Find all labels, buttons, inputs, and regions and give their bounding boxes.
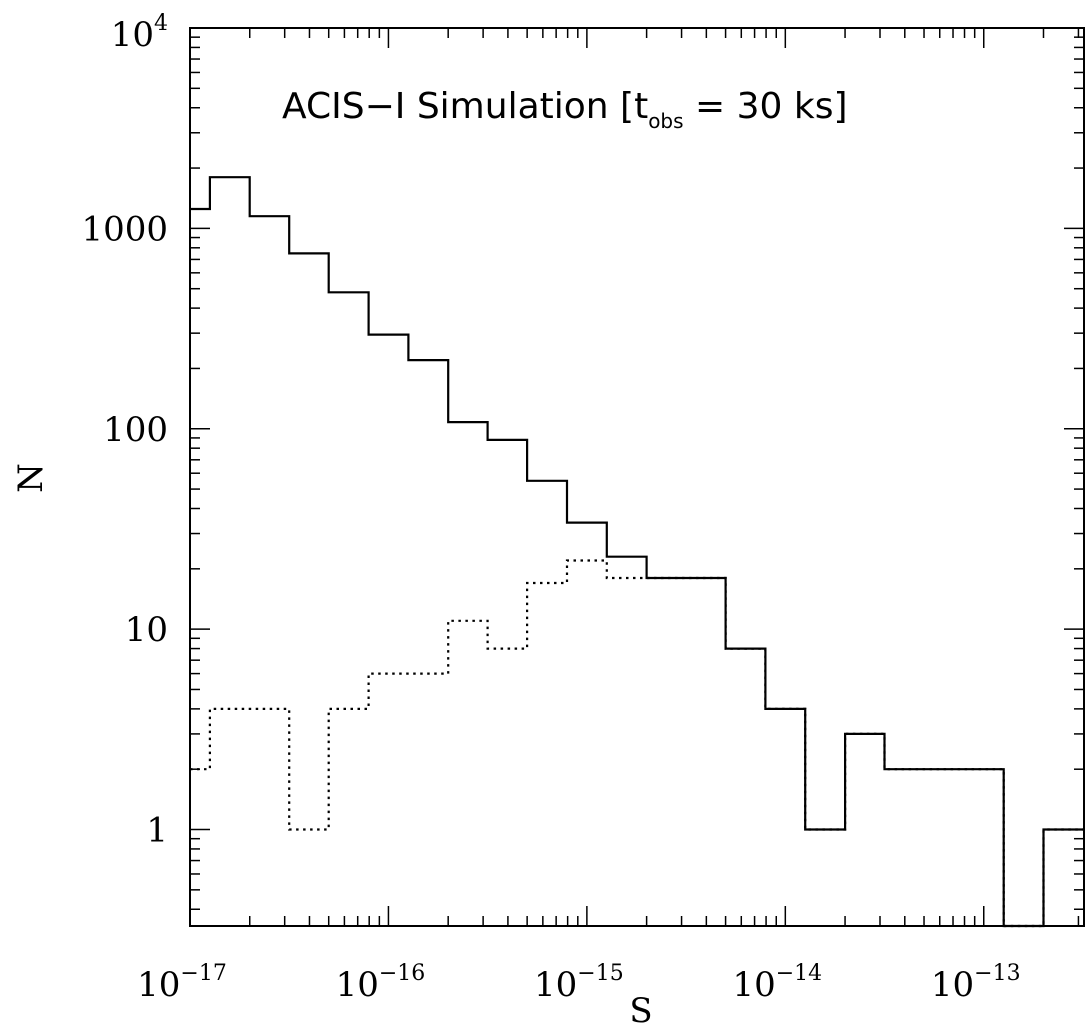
x-tick-label-exponent: −16 [379,961,425,986]
y-tick-label-base: 10 [111,15,154,55]
x-tick-label-base: 10 [137,965,180,1005]
chart-title: ACIS−I Simulation [tobs = 30 ks] [282,86,848,133]
x-tick-label-exponent: −17 [180,961,226,986]
y-tick-label: 104 [111,11,168,55]
series-layer [190,176,1084,928]
x-tick-label: 10−17 [137,961,227,1005]
y-tick-label: 10 [125,610,168,650]
y-axis-title: N [11,463,51,493]
histogram-solid-series [190,176,1084,928]
chart-title-tail: = 30 ks] [684,86,848,127]
ticks-layer [189,27,1084,926]
x-tick-label: 10−14 [732,961,822,1005]
x-tick-label: 10−13 [931,961,1021,1005]
x-tick-label-exponent: −13 [974,961,1020,986]
x-tick-label: 10−16 [336,961,426,1005]
x-axis-title: S [629,991,652,1028]
y-tick-label-exponent: 4 [154,11,168,36]
x-tick-label-base: 10 [931,965,974,1005]
y-tick-label: 1000 [81,209,168,249]
y-tick-label: 1 [146,811,168,851]
x-tick-label-base: 10 [534,965,577,1005]
x-tick-label: 10−15 [534,961,624,1005]
x-tick-label-base: 10 [336,965,379,1005]
x-tick-label-base: 10 [732,965,775,1005]
y-tick-label: 100 [103,410,168,450]
histogram-dotted-series [190,559,1084,928]
plot-frame [189,27,1085,927]
chart-title-main: ACIS−I Simulation [t [282,86,648,127]
chart-title-subscript: obs [648,109,683,133]
x-tick-label-exponent: −14 [776,961,822,986]
x-tick-label-exponent: −15 [577,961,623,986]
